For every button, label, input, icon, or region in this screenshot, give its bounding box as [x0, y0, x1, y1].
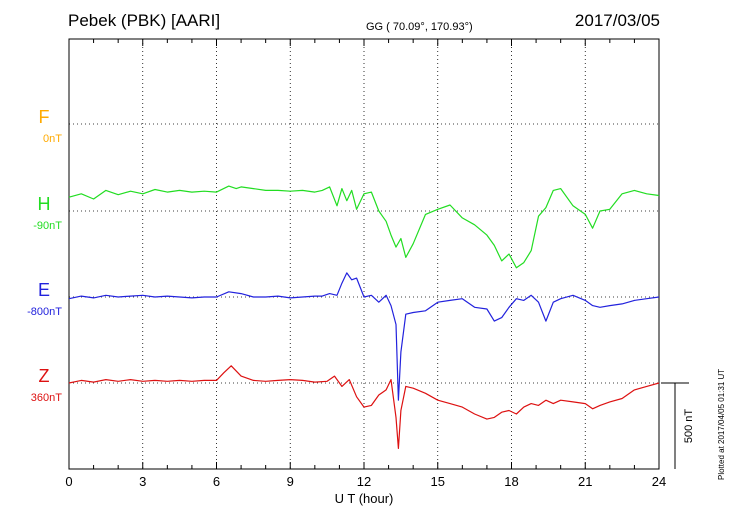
series-line-e: [68, 272, 660, 401]
series-baseline-e: -800nT: [27, 306, 62, 318]
x-tick-label: 9: [287, 474, 294, 489]
x-tick-label: 24: [652, 474, 666, 489]
series-name-h: H: [38, 194, 51, 214]
series-line-h: [68, 185, 660, 269]
x-tick-label: 18: [504, 474, 518, 489]
x-tick-label: 12: [357, 474, 371, 489]
series-line-z: [68, 365, 660, 449]
series-baseline-h: -90nT: [33, 220, 62, 232]
series-baseline-f: 0nT: [43, 133, 62, 145]
series-name-z: Z: [39, 366, 50, 386]
x-axis-label: U T (hour): [335, 491, 394, 506]
x-tick-label: 15: [431, 474, 445, 489]
x-tick-label: 21: [578, 474, 592, 489]
plotted-at-note: Plotted at 2017/04/05 01:31 UT: [717, 369, 726, 480]
series-labels: F 0nT H -90nT E -800nT Z 360nT: [27, 107, 62, 404]
x-tick-label: 6: [213, 474, 220, 489]
series-name-e: E: [38, 280, 50, 300]
scale-bar: 500 nT: [661, 382, 695, 469]
x-tick-label: 3: [139, 474, 146, 489]
geographic-coordinates: GG ( 70.09°, 170.93°): [366, 21, 473, 33]
data-lines: [68, 185, 660, 449]
x-axis-ticks: 0 3 6 9 12 15 18 21 24: [65, 39, 666, 489]
station-title: Pebek (PBK) [AARI]: [68, 11, 220, 30]
scale-bar-label: 500 nT: [683, 409, 695, 444]
plot-date: 2017/03/05: [575, 11, 660, 30]
series-name-f: F: [39, 107, 50, 127]
grid-lines: [69, 39, 659, 469]
x-tick-label: 0: [65, 474, 72, 489]
series-baseline-z: 360nT: [31, 392, 62, 404]
